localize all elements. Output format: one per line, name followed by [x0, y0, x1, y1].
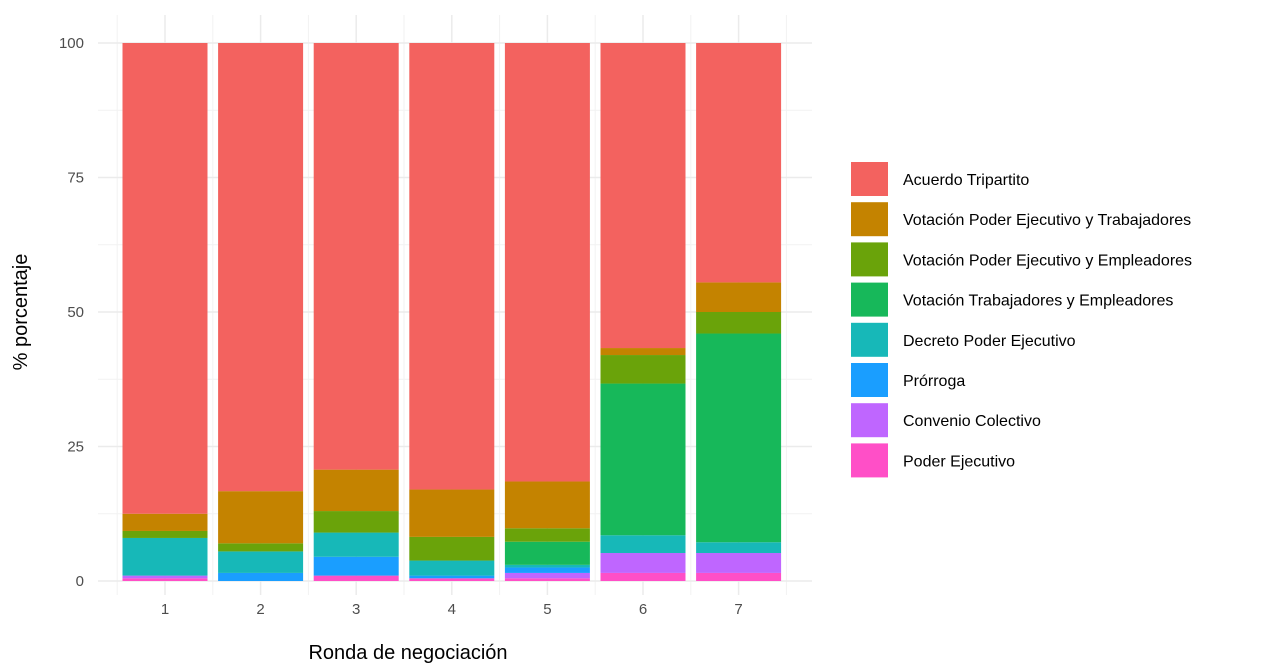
bar-segment: [504, 43, 590, 482]
bar-segment: [218, 543, 304, 552]
bar-segment: [504, 541, 590, 565]
x-tick-label: 2: [256, 601, 264, 618]
bar-segment: [600, 43, 686, 349]
bar-segment: [122, 513, 208, 531]
legend-swatch: [851, 443, 888, 478]
bar-segment: [313, 469, 399, 512]
bar-segment: [504, 481, 590, 529]
x-axis-ticks: 1 2 3 4 5 6 7: [161, 601, 743, 618]
legend-label: Prórroga: [903, 373, 965, 390]
legend-swatch: [851, 322, 888, 357]
bar-segment: [218, 551, 304, 573]
bar-segment: [122, 575, 208, 579]
bar-segment: [409, 560, 495, 576]
bar-segment: [696, 282, 782, 312]
bar-segment: [409, 489, 495, 537]
legend-label: Votación Trabajadores y Empleadores: [903, 293, 1173, 310]
bar-segment: [504, 528, 590, 542]
bar-segment: [504, 572, 590, 579]
bar-segment: [409, 43, 495, 490]
x-tick-label: 1: [161, 601, 169, 618]
x-tick-label: 4: [448, 601, 456, 618]
legend-label: Votación Poder Ejecutivo y Empleadores: [903, 252, 1192, 269]
legend-swatch: [851, 363, 888, 397]
bar-segment: [600, 535, 686, 554]
bar-segment: [313, 556, 399, 576]
bar-segment: [313, 532, 399, 557]
bar-segment: [122, 537, 208, 576]
bar-segment: [122, 578, 208, 581]
legend-swatch: [851, 282, 888, 317]
y-tick-label: 25: [67, 439, 84, 456]
bar-segment: [409, 578, 495, 581]
bar-segment: [504, 564, 590, 568]
legend-label: Votación Poder Ejecutivo y Trabajadores: [903, 212, 1191, 229]
bar-segment: [696, 553, 782, 573]
bar-segment: [600, 553, 686, 573]
bar-segment: [313, 43, 399, 470]
bar-segment: [600, 355, 686, 384]
y-tick-label: 50: [67, 304, 84, 321]
y-axis-ticks: 0 25 50 75 100: [59, 35, 84, 590]
bar-segment: [409, 575, 495, 579]
x-tick-label: 7: [734, 601, 742, 618]
legend-label: Poder Ejecutivo: [903, 453, 1015, 470]
y-tick-label: 0: [76, 573, 84, 590]
x-tick-label: 3: [352, 601, 360, 618]
y-tick-label: 75: [67, 170, 84, 187]
legend-label: Acuerdo Tripartito: [903, 172, 1029, 189]
bar-segment: [696, 312, 782, 334]
x-tick-label: 5: [543, 601, 551, 618]
bars: [122, 43, 782, 581]
bar-segment: [504, 567, 590, 573]
x-axis-title: Ronda de negociación: [308, 642, 507, 664]
legend-label: Decreto Poder Ejecutivo: [903, 333, 1076, 350]
bar-segment: [218, 491, 304, 544]
bar-segment: [600, 572, 686, 581]
legend-swatch: [851, 202, 888, 237]
bar-segment: [600, 383, 686, 536]
bar-segment: [218, 43, 304, 492]
bar-segment: [122, 43, 208, 514]
legend-swatch: [851, 162, 888, 196]
legend-swatch: [851, 403, 888, 438]
bar-segment: [218, 572, 304, 581]
bar-segment: [696, 572, 782, 581]
x-tick-label: 6: [639, 601, 647, 618]
bar-segment: [696, 43, 782, 283]
bar-segment: [122, 530, 208, 538]
bar-segment: [600, 348, 686, 356]
bar-segment: [313, 511, 399, 533]
bar-segment: [696, 542, 782, 554]
bar-segment: [313, 575, 399, 581]
legend: Acuerdo Tripartito Votación Poder Ejecuti…: [851, 162, 1192, 478]
legend-label: Convenio Colectivo: [903, 413, 1041, 430]
legend-swatch: [851, 242, 888, 277]
y-axis-title: % porcentaje: [10, 254, 32, 371]
bar-segment: [409, 536, 495, 561]
bar-segment: [696, 333, 782, 543]
bar-segment: [504, 578, 590, 581]
y-tick-label: 100: [59, 35, 84, 52]
